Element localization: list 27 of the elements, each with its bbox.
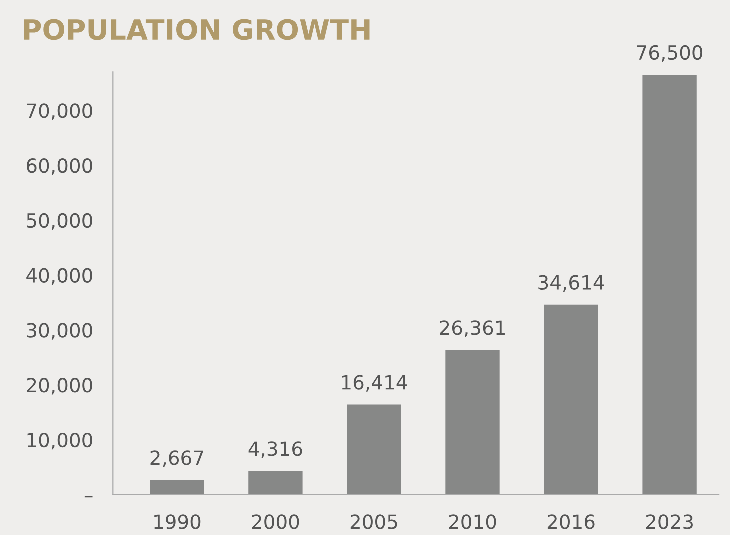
x-tick-label: 1990 xyxy=(154,514,201,530)
bar xyxy=(248,471,303,495)
x-tick-label: 2023 xyxy=(646,514,693,530)
x-tick-label: 2016 xyxy=(548,514,595,530)
y-tick-label: – xyxy=(84,496,93,498)
chart-title: POPULATION GROWTH xyxy=(24,19,370,40)
y-tick-label: 50,000 xyxy=(27,213,92,230)
bar xyxy=(642,74,697,495)
y-tick-label: 70,000 xyxy=(27,104,92,120)
y-tick-label: 20,000 xyxy=(27,378,92,395)
x-tick-label: 2010 xyxy=(449,514,496,530)
y-tick-label: 10,000 xyxy=(28,432,92,450)
y-tick-label: 60,000 xyxy=(27,158,92,176)
y-tick-label: 40,000 xyxy=(26,268,92,285)
data-label: 34,614 xyxy=(538,275,604,292)
bar xyxy=(446,350,500,495)
y-tick-label: 30,000 xyxy=(27,323,92,340)
data-label: 2,667 xyxy=(150,450,204,468)
data-label: 76,500 xyxy=(637,45,703,62)
data-label: 4,316 xyxy=(248,442,302,458)
bar xyxy=(347,404,402,495)
x-tick-label: 2000 xyxy=(252,514,300,530)
data-label: 26,361 xyxy=(440,320,505,338)
data-label: 16,414 xyxy=(342,375,408,392)
x-tick-label: 2005 xyxy=(350,514,398,530)
bar xyxy=(150,480,204,495)
bar xyxy=(544,304,598,495)
